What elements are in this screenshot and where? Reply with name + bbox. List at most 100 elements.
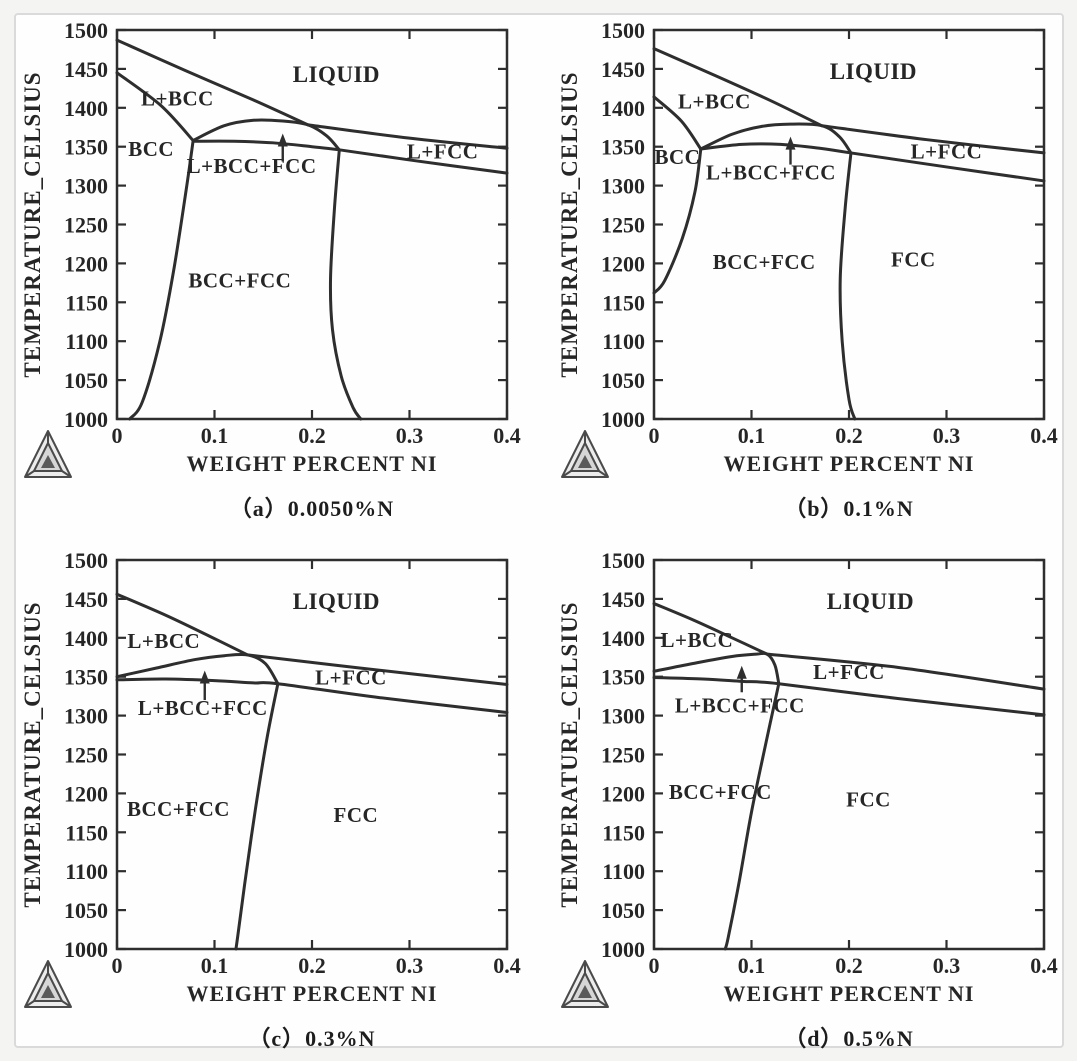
- curve-fcc-left-boundary: [838, 151, 857, 421]
- curve-fcc-solidus: [699, 142, 1046, 183]
- y-tick-label: 1450: [64, 57, 108, 82]
- y-tick-label: 1350: [601, 665, 645, 690]
- phase-diagram-d: 0 0.1 0.2 0.3 0.4 1000 1050 1100 1150 1200 1250 130…: [557, 548, 1058, 1008]
- y-tick-label: 1400: [64, 626, 108, 651]
- x-tick-label: 0.1: [738, 423, 766, 448]
- y-tick-label: 1200: [601, 251, 645, 276]
- curve-liquidus: [115, 38, 310, 127]
- y-tick-label: 1100: [602, 859, 645, 884]
- y-tick-label: 1200: [601, 781, 645, 806]
- x-tick-label: 0.4: [1030, 423, 1058, 448]
- phase-boundaries: [115, 38, 509, 421]
- y-tick-label: 1500: [601, 548, 645, 573]
- composition-arrow: [785, 136, 796, 165]
- x-tick-label: 0.2: [835, 953, 863, 978]
- x-tick-label: 0.2: [298, 953, 326, 978]
- y-tick-label: 1450: [601, 57, 645, 82]
- axis-ticks: [652, 28, 1046, 421]
- y-tick-label: 1200: [64, 781, 108, 806]
- y-tick-label: 1150: [65, 820, 108, 845]
- x-tick-label: 0: [112, 423, 123, 448]
- y-tick-label: 1500: [601, 18, 645, 43]
- thermo-calc-triangle-logo: [561, 960, 609, 1008]
- curve-fcc-left-boundary: [723, 682, 781, 951]
- x-tick-label: 0.3: [396, 423, 424, 448]
- x-tick-label: 0.3: [396, 953, 424, 978]
- curve-bcc-left-boundary: [128, 139, 195, 421]
- curve-l-fcc-upper-boundary: [306, 123, 509, 150]
- x-tick-label: 0: [649, 953, 660, 978]
- y-tick-label: 1050: [64, 368, 108, 393]
- region-label-liquid: LIQUID: [293, 589, 380, 614]
- y-tick-label: 1000: [64, 407, 108, 432]
- curve-fcc-solidus: [191, 139, 509, 175]
- y-tick-label: 1100: [65, 329, 108, 354]
- axis-frame: [652, 558, 1046, 951]
- y-tick-label: 1500: [64, 18, 108, 43]
- y-tick-label: 1050: [601, 898, 645, 923]
- y-tick-label: 1200: [64, 251, 108, 276]
- curve-l-bcc-fcc-dome: [191, 118, 341, 152]
- x-tick-label: 0.4: [1030, 953, 1058, 978]
- region-label-fcc: FCC: [334, 803, 379, 827]
- y-axis-title: TEMPERATURE_CELSIUS: [557, 601, 582, 907]
- phase-diagram-d-cell: 0 0.1 0.2 0.3 0.4 1000 1050 1100 1150 1200 1250 130…: [537, 530, 1077, 1060]
- y-tick-label: 1150: [65, 290, 108, 315]
- x-tick-label: 0.1: [738, 953, 766, 978]
- region-label-bcc: BCC: [654, 145, 700, 169]
- y-tick-label: 1300: [601, 704, 645, 729]
- region-labels: LIQUID L+BCC BCC L+BCC+FCC L+FCC BCC+FCC: [128, 62, 478, 292]
- y-tick-label: 1050: [64, 898, 108, 923]
- x-axis-title: WEIGHT PERCENT NI: [724, 981, 975, 1006]
- curve-liquidus: [652, 47, 824, 128]
- y-tick-label: 1000: [601, 407, 645, 432]
- y-tick-label: 1350: [64, 665, 108, 690]
- y-tick-label: 1250: [601, 213, 645, 238]
- region-labels: LIQUID L+BCC L+BCC+FCC L+FCC BCC+FCC FCC: [127, 589, 386, 827]
- region-label-l-bcc: L+BCC: [141, 86, 214, 110]
- x-tick-label: 0: [649, 423, 660, 448]
- curve-l-fcc-upper-boundary: [820, 124, 1046, 155]
- region-label-liquid: LIQUID: [827, 589, 914, 614]
- region-label-bcc-fcc: BCC+FCC: [127, 797, 230, 821]
- y-tick-label: 1250: [64, 213, 108, 238]
- y-tick-label: 1400: [601, 96, 645, 121]
- curve-fcc-solidus: [115, 677, 509, 714]
- axis-ticks: [115, 558, 509, 951]
- y-tick-label: 1500: [64, 548, 108, 573]
- region-label-l-fcc: L+FCC: [407, 139, 479, 163]
- composition-arrow: [199, 670, 210, 701]
- region-label-l-bcc-fcc: L+BCC+FCC: [675, 693, 805, 717]
- y-tick-label: 1150: [602, 290, 645, 315]
- region-label-liquid: LIQUID: [293, 62, 380, 87]
- curve-fcc-left-boundary: [328, 148, 363, 421]
- phase-diagram-c: 0 0.1 0.2 0.3 0.4 1000 1050 1100 1150 1200 1250 130…: [20, 548, 521, 1008]
- phase-diagram-b: 0 0.1 0.2 0.3 0.4 1000 1050 1100 1150 1200 1250 130…: [557, 18, 1058, 478]
- y-tick-label: 1350: [64, 135, 108, 160]
- region-label-l-bcc-fcc: L+BCC+FCC: [706, 160, 836, 184]
- curve-l-bcc-fcc-dome: [652, 651, 781, 686]
- x-axis-title: WEIGHT PERCENT NI: [187, 451, 438, 476]
- region-label-l-fcc: L+FCC: [813, 660, 885, 684]
- region-label-fcc: FCC: [891, 248, 936, 272]
- y-tick-label: 1000: [601, 937, 645, 962]
- phase-diagram-c-cell: 0 0.1 0.2 0.3 0.4 1000 1050 1100 1150 1200 1250 130…: [0, 530, 540, 1060]
- x-tick-label: 0.4: [493, 953, 521, 978]
- region-label-bcc-fcc: BCC+FCC: [669, 780, 772, 804]
- region-label-l-fcc: L+FCC: [911, 139, 983, 163]
- curve-fcc-left-boundary: [234, 682, 280, 951]
- y-tick-label: 1300: [64, 174, 108, 199]
- composition-arrow: [736, 665, 747, 693]
- phase-diagram-a: 0 0.1 0.2 0.3 0.4 1000 1050 1100 1150 1200 1250 130…: [20, 18, 521, 478]
- y-tick-label: 1450: [64, 587, 108, 612]
- y-axis-title: TEMPERATURE_CELSIUS: [20, 71, 45, 377]
- thermo-calc-triangle-logo: [24, 960, 72, 1008]
- y-tick-label: 1250: [601, 743, 645, 768]
- phase-diagram-b-cell: 0 0.1 0.2 0.3 0.4 1000 1050 1100 1150 1200 1250 130…: [537, 0, 1077, 530]
- y-tick-label: 1100: [65, 859, 108, 884]
- y-tick-label: 1100: [602, 329, 645, 354]
- phase-boundaries: [652, 47, 1046, 421]
- y-tick-label: 1000: [64, 937, 108, 962]
- curve-l-bcc-fcc-dome: [699, 122, 853, 155]
